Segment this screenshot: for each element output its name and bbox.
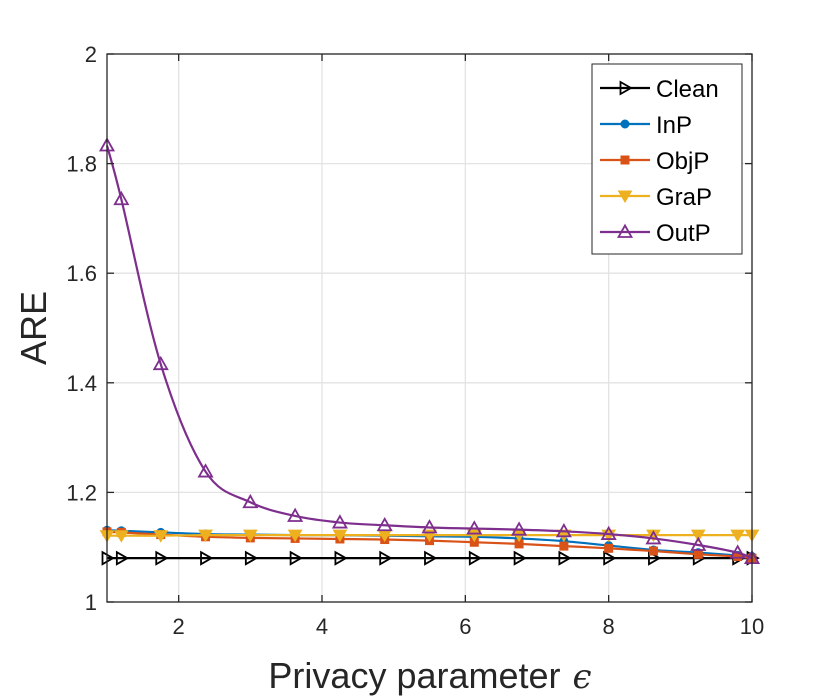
data-series [98,137,761,566]
data-point-clean [468,550,483,566]
data-point-outp [729,544,746,559]
data-point-clean [558,550,572,566]
legend-marker-outp [616,223,634,238]
legend-entry-inp: InP [600,112,692,139]
legend-label-objp: ObjP [656,148,709,175]
y-tick-label: 1 [85,590,97,615]
y-axis-title: ARE [13,291,54,365]
data-point-outp [113,190,130,206]
x-tick-label: 10 [740,614,764,639]
x-axis-title-text: Privacy parameter [268,655,560,696]
data-point-outp [242,493,259,509]
data-point-outp [421,519,438,534]
data-point-outp [466,520,483,535]
data-point-outp [197,463,214,478]
legend-label-outp: OutP [656,220,711,247]
legend-marker-clean [619,80,633,96]
x-axis-title-symbol: ϵ [573,657,592,697]
legend-label-inp: InP [656,112,692,139]
data-point-objp [559,541,569,551]
legend-label-grap: GraP [656,184,712,211]
data-point-clean [155,550,169,566]
y-tick-label: 2 [85,42,97,67]
data-point-grap [113,530,129,543]
legend-entry-grap: GraP [600,184,712,211]
data-point-clean [513,550,527,566]
data-point-grap [153,530,169,543]
data-point-clean [200,550,214,566]
axis-ticks: 2 4 6 8 10 1 1.2 1.4 1.6 1.8 2 [66,42,764,639]
data-point-objp [648,546,658,556]
y-tick-label: 1.6 [66,261,97,286]
legend-entry-clean: Clean [600,76,719,103]
data-point-outp [690,536,707,551]
x-tick-label: 4 [316,614,328,639]
data-point-outp [555,522,572,538]
x-tick-label: 2 [173,614,185,639]
legend-entry-objp: ObjP [600,148,709,175]
data-point-clean [289,550,303,566]
y-tick-label: 1.2 [66,480,97,505]
y-tick-label: 1.8 [66,152,97,177]
data-point-outp [152,355,169,371]
data-point-clean [334,550,348,566]
plot-area-frame [106,53,753,603]
data-point-clean [603,550,617,566]
legend-marker-inp [620,119,630,129]
legend-marker-objp [620,155,630,165]
data-point-grap [242,529,258,543]
data-point-clean [244,550,259,566]
data-point-grap [332,529,348,543]
data-point-grap [690,529,706,543]
data-point-outp [600,525,617,540]
data-point-outp [331,514,348,529]
legend-entry-outp: OutP [600,220,711,247]
data-point-objp [693,549,703,559]
data-point-clean [101,550,115,566]
legend-marker-grap [617,190,633,203]
data-point-grap [730,529,746,543]
y-tick-label: 1.4 [66,371,97,396]
x-tick-label: 8 [603,614,615,639]
data-point-outp [511,521,528,536]
data-point-grap [198,529,213,543]
data-point-outp [287,507,304,522]
x-tick-label: 6 [459,614,471,639]
data-point-clean [379,550,393,566]
x-axis-title: Privacy parameter ϵ [268,655,591,697]
data-point-clean [115,550,130,566]
data-point-outp [376,516,393,532]
series-outp [98,137,761,565]
data-point-objp [604,543,614,553]
legend: Clean InP ObjP GraP OutP [591,63,743,255]
data-point-grap [287,529,303,543]
legend-label-clean: Clean [656,76,719,103]
data-point-outp [645,530,662,545]
data-point-clean [424,550,438,566]
